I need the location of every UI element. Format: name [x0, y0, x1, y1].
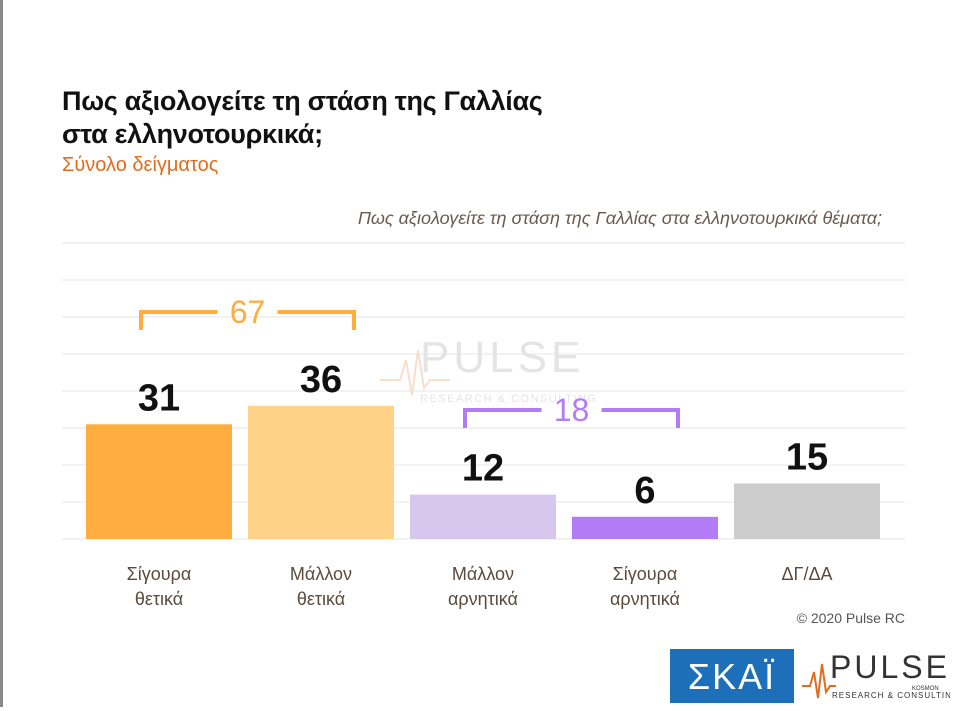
- skai-logo-text: ΣΚΑΪ: [688, 656, 776, 697]
- copyright-text: © 2020 Pulse RC: [796, 610, 905, 626]
- page-title-line-2: στα ελληνοτουρκικά;: [62, 119, 323, 149]
- bracket-right: [601, 408, 680, 428]
- bar-value-label: 6: [634, 470, 655, 512]
- pulse-logo: PULSE KOSMON RESEARCH & CONSULTING: [800, 648, 955, 706]
- bracket-left: [139, 310, 218, 330]
- category-label: ΔΓ/ΔΑ: [782, 564, 833, 584]
- category-label: αρνητικά: [448, 589, 518, 609]
- bar: [86, 424, 232, 539]
- skai-logo: ΣΚΑΪ: [670, 649, 794, 703]
- bracket-sum-label: 18: [554, 392, 590, 428]
- bar: [410, 494, 556, 539]
- bar-chart: 31 36 12 6 15 67 18 Σίγουρα θετικά Μάλλον θετικά…: [62, 242, 905, 609]
- category-label: Σίγουρα: [613, 564, 678, 584]
- window-border: [0, 0, 3, 707]
- bar-value-label: 31: [138, 377, 180, 419]
- page-subtitle: Σύνολο δείγματος: [62, 154, 219, 176]
- category-label: θετικά: [297, 589, 345, 609]
- category-label: Μάλλον: [452, 564, 514, 584]
- category-label: αρνητικά: [610, 589, 680, 609]
- bar: [734, 483, 880, 539]
- bar: [248, 405, 394, 539]
- bar-value-label: 12: [462, 448, 504, 490]
- pulse-logo-text: PULSE: [830, 649, 950, 685]
- bracket-right: [277, 310, 356, 330]
- bar-value-label: 36: [300, 359, 342, 401]
- chart-title: Πως αξιολογείτε τη στάση της Γαλλίας στα…: [357, 208, 882, 228]
- bar-value-label: 15: [786, 437, 828, 479]
- category-label: θετικά: [135, 589, 183, 609]
- page-title: Πως αξιολογείτε τη στάση της Γαλλίας στα…: [62, 85, 543, 151]
- bar: [572, 516, 718, 539]
- category-label: Σίγουρα: [127, 564, 192, 584]
- pulse-logo-subtitle: RESEARCH & CONSULTING: [832, 691, 950, 700]
- pulse-logo-tag: KOSMON: [912, 686, 939, 692]
- bracket-left: [463, 408, 542, 428]
- bracket-sum-label: 67: [230, 294, 266, 330]
- category-label: Μάλλον: [290, 564, 352, 584]
- page-title-line-1: Πως αξιολογείτε τη στάση της Γαλλίας: [62, 86, 543, 116]
